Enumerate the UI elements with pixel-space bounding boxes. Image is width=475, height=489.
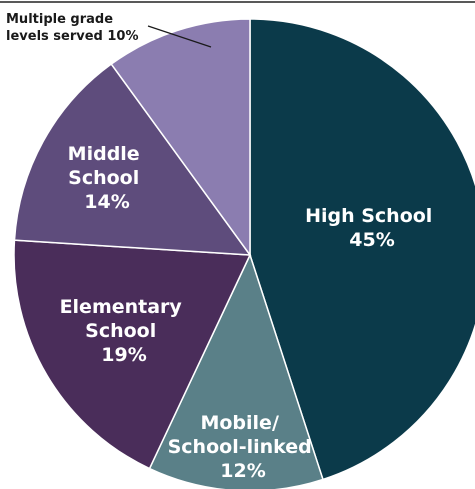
- pie-slices: [13, 18, 475, 489]
- label-elementary: Elementary School 19%: [60, 296, 189, 366]
- label-middle: Middle School 14%: [68, 143, 147, 213]
- multiple-leader-line: [147, 25, 212, 48]
- pie-slice-high-school: [249, 18, 475, 481]
- label-mobile-line2: School-linked: [168, 436, 312, 458]
- label-multiple-line1: Multiple grade: [6, 12, 113, 27]
- label-mobile: Mobile/ School-linked 12%: [168, 412, 319, 482]
- label-elementary-line2: School: [85, 320, 156, 342]
- pie-slice-mobile-school-linked: [148, 252, 324, 489]
- pie-slice-elementary-school: [13, 239, 252, 470]
- label-high-school: High School 45%: [305, 205, 439, 251]
- label-mobile-line1: Mobile/: [200, 412, 278, 434]
- label-middle-line2: School: [68, 167, 139, 189]
- label-middle-line1: Middle: [68, 143, 140, 165]
- label-mobile-value: 12%: [220, 460, 265, 482]
- pie-slice-middle-school: [13, 63, 252, 256]
- label-elementary-value: 19%: [101, 344, 146, 366]
- label-middle-value: 14%: [84, 191, 129, 213]
- pie-slice-multiple-grade-levels-served: [110, 18, 251, 258]
- label-high-school-value: 45%: [349, 229, 394, 251]
- label-multiple: Multiple grade levels served 10%: [6, 12, 139, 44]
- label-multiple-line2: levels served 10%: [6, 29, 139, 44]
- label-elementary-line1: Elementary: [60, 296, 183, 318]
- label-high-school-name: High School: [305, 205, 432, 227]
